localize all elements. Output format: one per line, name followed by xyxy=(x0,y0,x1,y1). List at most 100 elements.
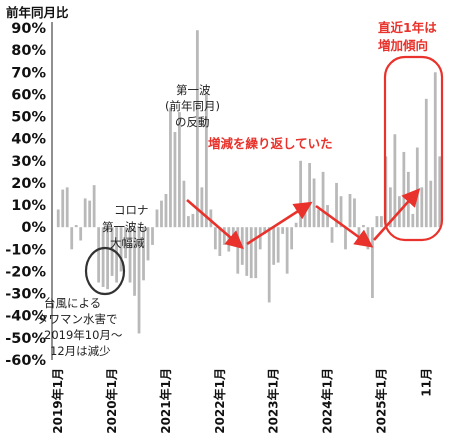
bar xyxy=(281,227,285,234)
bar xyxy=(155,209,159,228)
recent-note-line-1: 直近1年は xyxy=(378,20,437,35)
bar xyxy=(267,227,271,303)
bar xyxy=(321,171,325,228)
x-tick-label: 2024年1月 xyxy=(320,368,335,434)
recent-year-highlight xyxy=(383,55,444,242)
corona-note-line-3: 大幅減 xyxy=(110,236,145,250)
corona-note-line-1: コロナ xyxy=(114,203,149,217)
bar xyxy=(65,187,69,228)
bar xyxy=(133,227,136,296)
bar xyxy=(200,187,204,228)
y-tick-label: -30% xyxy=(5,287,46,303)
x-tick-label: 2019年1月 xyxy=(50,368,65,434)
bar xyxy=(438,156,442,228)
x-axis-ticks: 2019年1月 2020年1月 2021年1月 2022年1月 2023年1月 2024年… xyxy=(50,368,433,434)
up-arrow-icon-1 xyxy=(246,201,313,246)
y-tick-label: -20% xyxy=(5,264,46,280)
bar xyxy=(88,200,92,228)
down-arrow-icon-2 xyxy=(315,204,374,248)
bar xyxy=(178,112,181,228)
bar xyxy=(245,227,249,276)
bar xyxy=(272,227,276,265)
bar xyxy=(317,209,320,228)
trend-arrows xyxy=(186,188,421,250)
bar xyxy=(294,222,298,228)
bar xyxy=(344,227,347,250)
corona-note-line-2: 第一波も xyxy=(102,220,148,234)
bar xyxy=(285,227,289,274)
bar xyxy=(191,213,195,228)
y-tick-label: 90% xyxy=(11,21,46,37)
bar xyxy=(146,227,150,261)
bar xyxy=(335,182,338,228)
bar xyxy=(420,187,424,228)
y-tick-label: -50% xyxy=(5,331,46,347)
bar xyxy=(258,227,262,250)
bar xyxy=(61,189,65,228)
down-arrow-icon-1 xyxy=(186,199,244,250)
bar xyxy=(380,216,383,228)
y-tick-label: 50% xyxy=(11,110,46,126)
typhoon-circle xyxy=(84,246,126,296)
y-tick-label: -10% xyxy=(5,242,46,258)
x-tick-label: 2025年1月 xyxy=(373,368,388,434)
bar xyxy=(173,132,177,228)
bar xyxy=(290,227,294,250)
bar xyxy=(106,227,109,290)
bar xyxy=(254,227,258,279)
bar xyxy=(236,227,240,274)
bar xyxy=(137,227,141,334)
y-tick-label: 60% xyxy=(11,87,46,103)
cycle-note: 増減を繰り返していた xyxy=(208,136,333,151)
bar xyxy=(249,227,253,279)
bar xyxy=(263,227,267,234)
bar xyxy=(70,227,74,250)
bar xyxy=(393,134,397,228)
bar xyxy=(79,227,83,241)
bar xyxy=(83,198,87,228)
bar xyxy=(388,187,392,228)
bar xyxy=(160,200,163,228)
bar xyxy=(353,198,356,228)
bar xyxy=(92,185,96,228)
rebound-note-line-3: の反動 xyxy=(175,115,210,129)
y-tick-label: 0% xyxy=(21,220,46,236)
bar xyxy=(303,209,307,228)
x-tick-label: 2023年1月 xyxy=(266,368,281,434)
bar xyxy=(330,227,334,243)
rebound-note-line-1: 第一波 xyxy=(176,83,211,97)
bar xyxy=(124,227,127,259)
y-tick-label: 10% xyxy=(11,198,46,214)
y-tick-label: 20% xyxy=(11,176,46,192)
bar xyxy=(402,151,406,228)
bar xyxy=(299,160,302,228)
bar xyxy=(371,227,374,299)
bar xyxy=(348,194,352,228)
y-tick-label: 70% xyxy=(11,65,46,81)
bar xyxy=(187,216,190,228)
bar xyxy=(169,107,172,228)
bar xyxy=(433,72,437,228)
bar xyxy=(231,227,235,239)
bar xyxy=(195,30,199,228)
x-tick-label: 2020年1月 xyxy=(104,368,119,434)
bar xyxy=(240,227,244,265)
bar xyxy=(276,227,280,263)
rebound-note-line-2: (前年同月) xyxy=(165,99,220,113)
typhoon-note-line-1: 台風による xyxy=(44,296,101,310)
typhoon-note-line-2: タワマン水害で xyxy=(37,312,118,326)
bar xyxy=(362,224,365,228)
bar xyxy=(110,227,114,276)
bar xyxy=(339,196,343,228)
y-tick-label: -40% xyxy=(5,309,46,325)
y-tick-label: 30% xyxy=(11,154,46,170)
bar xyxy=(74,224,78,228)
bar xyxy=(213,227,217,250)
recent-note-line-2: 増加傾向 xyxy=(378,38,428,53)
bar xyxy=(375,216,379,228)
typhoon-note-line-3: 2019年10月～ xyxy=(44,328,123,342)
typhoon-note-line-4: 12月は減少 xyxy=(50,344,111,358)
bar xyxy=(182,180,186,228)
bar-series xyxy=(56,30,442,334)
